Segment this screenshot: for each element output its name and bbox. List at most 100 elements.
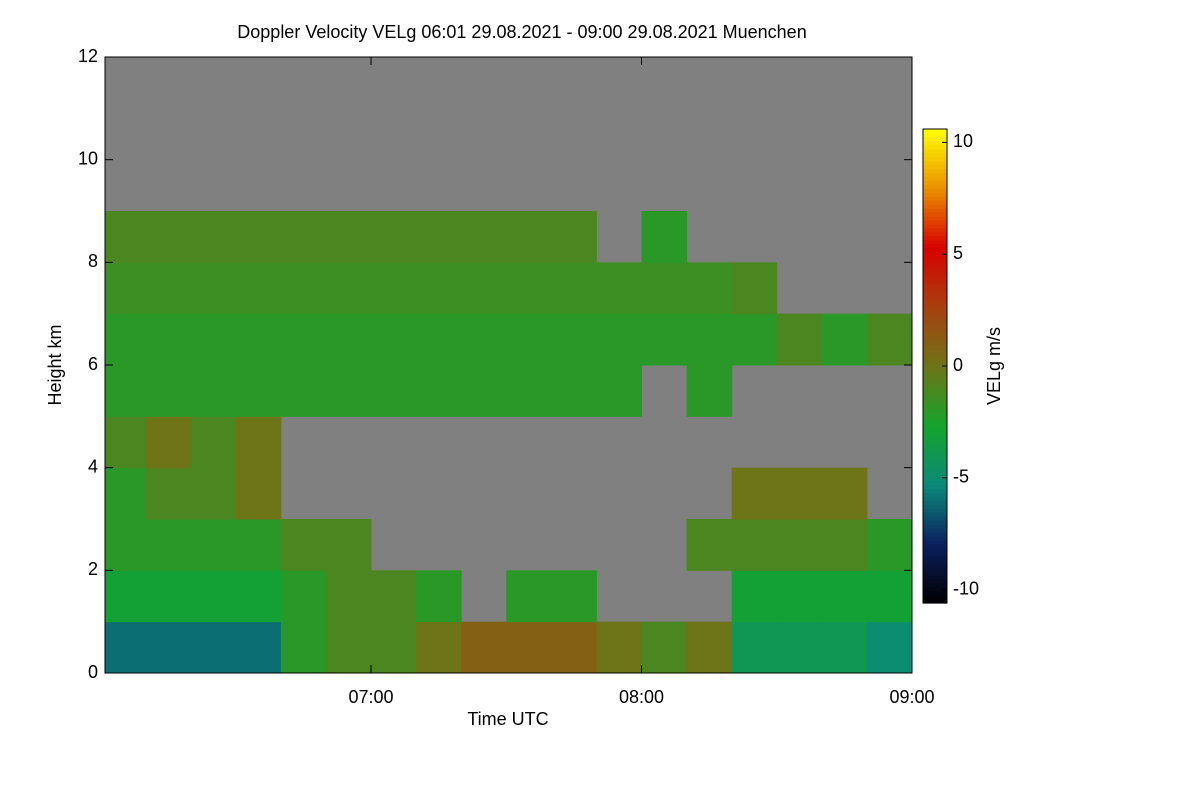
heatmap-cell — [370, 570, 417, 623]
colorbar-step — [923, 437, 947, 442]
colorbar-step — [923, 259, 947, 264]
colorbar-tick-label: 0 — [953, 355, 963, 375]
colorbar-tick-label: -5 — [953, 467, 969, 487]
colorbar-step — [923, 239, 947, 245]
colorbar-step — [923, 543, 947, 549]
colorbar-step — [923, 366, 947, 371]
colorbar-step — [923, 294, 947, 300]
y-tick-label: 8 — [88, 251, 98, 271]
colorbar-step — [923, 464, 947, 470]
colorbar-step — [923, 563, 947, 569]
colorbar-tick-label: 10 — [953, 131, 973, 151]
colorbar-step — [923, 318, 947, 324]
heatmap-cell — [821, 621, 868, 673]
heatmap-cell — [105, 365, 147, 417]
heatmap-cell — [145, 313, 192, 366]
colorbar-step — [923, 559, 947, 565]
heatmap-cell — [105, 313, 147, 366]
colorbar-step — [923, 172, 947, 177]
heatmap-cell — [235, 467, 282, 520]
colorbar-step — [923, 421, 947, 426]
colorbar-step — [923, 484, 947, 490]
heatmap-cell — [641, 262, 688, 315]
colorbar-step — [923, 591, 947, 596]
colorbar-step — [923, 200, 947, 205]
heatmap-cell — [551, 313, 597, 366]
colorbar-step — [923, 243, 947, 249]
heatmap-cell — [551, 262, 597, 315]
colorbar-step — [923, 492, 947, 497]
colorbar-step — [923, 385, 947, 391]
heatmap-cell — [105, 211, 147, 263]
colorbar-step — [923, 425, 947, 430]
heatmap-cell — [190, 467, 237, 520]
y-tick-label: 0 — [88, 662, 98, 682]
colorbar-step — [923, 160, 947, 166]
heatmap-cell — [551, 570, 597, 623]
colorbar-step — [923, 369, 947, 375]
colorbar-label: VELg m/s — [984, 327, 1004, 405]
colorbar-step — [923, 204, 947, 209]
colorbar-step — [923, 516, 947, 521]
colorbar-step — [923, 310, 947, 316]
heatmap-cell — [325, 313, 372, 366]
x-tick-label: 08:00 — [619, 687, 664, 707]
colorbar-step — [923, 595, 947, 600]
colorbar-step — [923, 488, 947, 493]
heatmap-cell — [686, 519, 733, 571]
heatmap-cell — [280, 570, 327, 623]
heatmap-cell — [325, 211, 372, 263]
colorbar-step — [923, 397, 947, 403]
heatmap-cell — [280, 621, 327, 673]
heatmap-cell — [235, 313, 282, 366]
colorbar-step — [923, 342, 947, 347]
colorbar-step — [923, 583, 947, 588]
heatmap-cell — [866, 519, 912, 571]
colorbar-step — [923, 306, 947, 312]
colorbar-step — [923, 531, 947, 537]
heatmap-cell — [731, 313, 778, 366]
colorbar-step — [923, 287, 947, 292]
colorbar-step — [923, 152, 947, 158]
y-tick-label: 4 — [88, 456, 98, 476]
heatmap-cell — [866, 570, 912, 623]
heatmap-cell — [145, 570, 192, 623]
heatmap-cell — [190, 621, 237, 673]
colorbar-step — [923, 188, 947, 193]
heatmap-cell — [506, 313, 552, 366]
colorbar-step — [923, 267, 947, 272]
colorbar-step — [923, 539, 947, 545]
heatmap-cell — [641, 313, 688, 366]
heatmap-cell — [190, 519, 237, 571]
colorbar-step — [923, 346, 947, 351]
heatmap-cell — [866, 621, 912, 673]
colorbar-step — [923, 468, 947, 474]
heatmap-cell — [821, 570, 868, 623]
colorbar-step — [923, 251, 947, 256]
heatmap-cell — [105, 570, 147, 623]
heatmap-cell — [776, 570, 823, 623]
heatmap-cell — [461, 365, 507, 417]
heatmap-cell — [235, 211, 282, 263]
heatmap-cell — [145, 211, 192, 263]
colorbar-step — [923, 219, 947, 225]
heatmap-cell — [190, 365, 237, 417]
heatmap-cell — [416, 262, 462, 315]
heatmap-cell — [731, 519, 778, 571]
heatmap-cell — [280, 519, 327, 571]
colorbar-step — [923, 520, 947, 525]
colorbar-step — [923, 227, 947, 233]
colorbar-frame — [922, 128, 948, 604]
heatmap-cell — [551, 365, 597, 417]
x-tick-label: 07:00 — [348, 687, 393, 707]
heatmap-cell — [370, 262, 417, 315]
heatmap-cell — [461, 313, 507, 366]
colorbar-step — [923, 433, 947, 438]
colorbar-step — [923, 472, 947, 478]
colorbar-step — [923, 381, 947, 387]
colorbar-step — [923, 405, 947, 411]
colorbar-tick-label: 5 — [953, 243, 963, 263]
colorbar-step — [923, 575, 947, 580]
y-tick-label: 6 — [88, 354, 98, 374]
